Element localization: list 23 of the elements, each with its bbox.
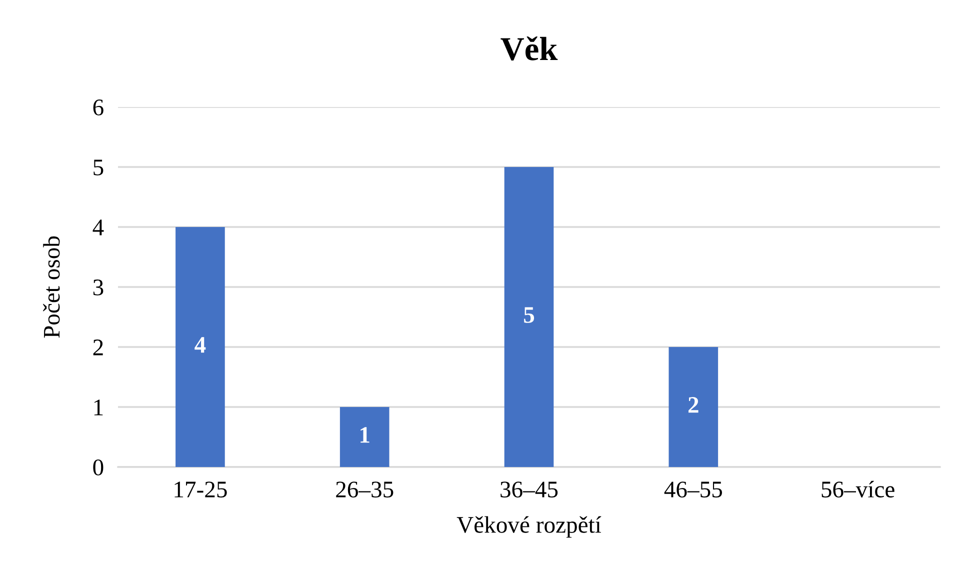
y-tick-label: 4 — [92, 220, 104, 236]
data-label: 1 — [360, 427, 370, 443]
x-tick-label: 36–45 — [500, 482, 558, 498]
data-label: 2 — [688, 397, 698, 413]
y-tick-label: 1 — [94, 400, 103, 416]
data-label: 4 — [194, 337, 206, 353]
y-tick-label: 5 — [94, 160, 104, 176]
y-tick-label: 0 — [93, 459, 104, 476]
chart-title: Věk — [500, 36, 558, 61]
bar — [340, 407, 390, 467]
y-tick-label: 3 — [93, 280, 104, 296]
x-tick-label: 46–55 — [664, 482, 722, 498]
y-tick-label: 6 — [93, 100, 104, 116]
bar — [176, 227, 225, 467]
x-tick-label: 26–35 — [336, 482, 394, 498]
bar — [668, 347, 718, 467]
x-axis-title: Věkové rozpětí — [456, 516, 602, 538]
x-tick-label: 56–více — [822, 480, 894, 498]
y-tick-label: 2 — [93, 340, 103, 356]
bar — [504, 167, 554, 467]
data-label: 5 — [524, 307, 534, 323]
y-axis-title: Počet osob — [43, 236, 60, 338]
x-tick-label: 17-25 — [174, 482, 227, 498]
